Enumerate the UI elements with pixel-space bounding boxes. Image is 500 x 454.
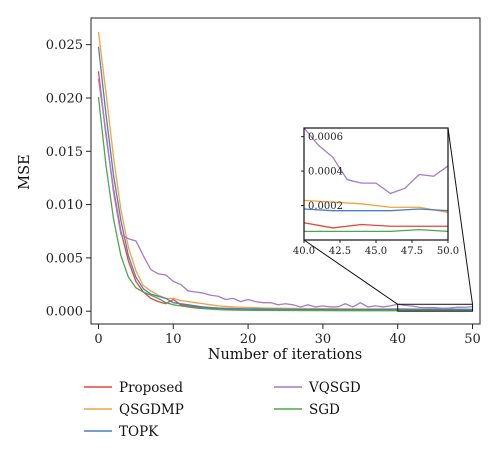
y-tick-label: 0.025: [46, 38, 83, 53]
inset-y-tick-label: 0.0006: [308, 132, 343, 143]
legend-label-topk: TOPK: [119, 424, 159, 440]
x-tick-label: 40: [389, 332, 406, 347]
inset-series-line-sgd: [304, 229, 449, 233]
y-tick-label: 0.000: [46, 305, 83, 320]
inset-series-line-vqsgd: [303, 127, 449, 195]
legend-item-vqsgd: VQSGD: [274, 380, 361, 396]
zoom-region-box: [397, 303, 474, 312]
main-plot-frame: [90, 17, 481, 325]
inset-x-tick-label: 50.0: [437, 246, 459, 257]
series-line-sgd: [97, 96, 473, 312]
series-line-topk: [97, 46, 473, 311]
zoom-connector-left: [303, 239, 398, 305]
legend-label-sgd: SGD: [309, 402, 340, 418]
inset-series-line-topk: [303, 208, 449, 212]
inset-series-group: [303, 127, 449, 233]
main-ticks-group: 0 10 20 30 40 50 0.000 0.005 0.010 0.015 0.020 0.02…: [46, 38, 481, 347]
legend-label-proposed: Proposed: [119, 380, 183, 396]
x-tick-label: 50: [464, 332, 481, 347]
main-series-group: [97, 31, 473, 312]
x-tick-label: 10: [165, 332, 182, 347]
zoom-connector-right: [447, 127, 474, 305]
x-tick-label: 20: [240, 332, 257, 347]
x-tick-label: 0: [94, 332, 102, 347]
x-axis-label: Number of iterations: [208, 347, 362, 363]
y-tick-label: 0.010: [46, 198, 83, 213]
inset-x-tick-label: 40.0: [293, 246, 315, 257]
inset-series-line-proposed: [303, 222, 448, 229]
inset-y-tick-label: 0.0002: [308, 201, 343, 212]
y-axis-label: MSE: [17, 154, 33, 189]
legend-item-qsgdmp: QSGDMP: [84, 402, 184, 418]
legend: Proposed QSGDMP TOPK VQSGD SGD: [84, 380, 361, 440]
y-tick-label: 0.005: [46, 251, 83, 266]
legend-item-proposed: Proposed: [84, 380, 183, 396]
inset-y-tick-label: 0.0004: [308, 167, 343, 178]
inset-x-tick-label: 47.5: [401, 246, 423, 257]
inset-series-line-qsgdmp: [303, 199, 449, 214]
inset-x-tick-label: 45.0: [365, 246, 387, 257]
y-tick-label: 0.020: [46, 91, 83, 106]
legend-item-sgd: SGD: [274, 402, 340, 418]
legend-label-vqsgd: VQSGD: [308, 380, 361, 396]
inset-ticks-group: 40.0 42.5 45.0 47.5 50.0 0.0002 0.0004 0.0006: [293, 132, 459, 257]
legend-item-topk: TOPK: [84, 424, 159, 440]
inset-x-tick-label: 42.5: [329, 246, 351, 257]
series-line-vqsgd: [97, 78, 473, 309]
legend-label-qsgdmp: QSGDMP: [119, 402, 184, 418]
inset-background: [304, 128, 448, 240]
y-tick-label: 0.015: [46, 145, 83, 160]
x-tick-label: 30: [315, 332, 332, 347]
